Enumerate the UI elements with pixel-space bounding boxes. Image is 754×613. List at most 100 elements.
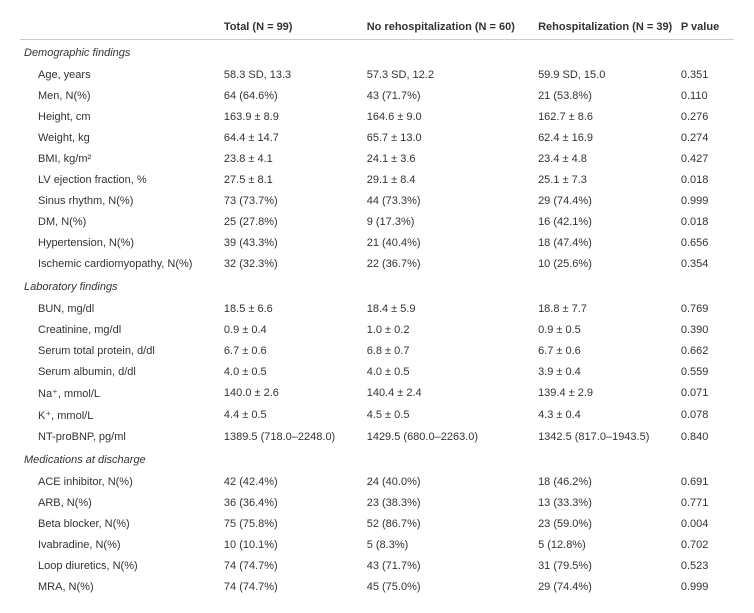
cell-norehosp: 4.0 ± 0.5: [363, 361, 534, 382]
cell-norehosp: 43 (71.7%): [363, 85, 534, 106]
row-label: Na⁺, mmol/L: [20, 382, 220, 404]
cell-pvalue: 0.999: [677, 190, 734, 211]
cell-norehosp: 24 (40.0%): [363, 471, 534, 492]
row-label: DM, N(%): [20, 211, 220, 232]
table-row: Height, cm163.9 ± 8.9164.6 ± 9.0162.7 ± …: [20, 106, 734, 127]
cell-total: 74 (74.7%): [220, 555, 363, 576]
cell-rehosp: 3.9 ± 0.4: [534, 361, 677, 382]
cell-norehosp: 23 (38.3%): [363, 492, 534, 513]
cell-pvalue: 0.691: [677, 471, 734, 492]
cell-pvalue: 0.769: [677, 298, 734, 319]
row-label: MRA, N(%): [20, 576, 220, 597]
cell-total: 18.5 ± 6.6: [220, 298, 363, 319]
row-label: NT-proBNP, pg/ml: [20, 426, 220, 447]
cell-rehosp: 4.3 ± 0.4: [534, 404, 677, 426]
cell-total: 73 (73.7%): [220, 190, 363, 211]
row-label: Hypertension, N(%): [20, 232, 220, 253]
cell-pvalue: 0.999: [677, 576, 734, 597]
cell-norehosp: 44 (73.3%): [363, 190, 534, 211]
table-row: MRA, N(%)74 (74.7%)45 (75.0%)29 (74.4%)0…: [20, 576, 734, 597]
cell-total: 140.0 ± 2.6: [220, 382, 363, 404]
cell-pvalue: 0.354: [677, 253, 734, 274]
cell-total: 23.8 ± 4.1: [220, 148, 363, 169]
table-row: Ischemic cardiomyopathy, N(%)32 (32.3%)2…: [20, 253, 734, 274]
cell-rehosp: 18 (47.4%): [534, 232, 677, 253]
table-row: Sinus rhythm, N(%)73 (73.7%)44 (73.3%)29…: [20, 190, 734, 211]
cell-rehosp: 13 (33.3%): [534, 492, 677, 513]
table-row: Age, years58.3 SD, 13.357.3 SD, 12.259.9…: [20, 64, 734, 85]
table-row: Serum albumin, d/dl4.0 ± 0.54.0 ± 0.53.9…: [20, 361, 734, 382]
table-row: LV ejection fraction, %27.5 ± 8.129.1 ± …: [20, 169, 734, 190]
cell-norehosp: 9 (17.3%): [363, 211, 534, 232]
row-label: Sinus rhythm, N(%): [20, 190, 220, 211]
cell-pvalue: 0.771: [677, 492, 734, 513]
cell-norehosp: 1.0 ± 0.2: [363, 319, 534, 340]
cell-total: 4.0 ± 0.5: [220, 361, 363, 382]
row-label: BMI, kg/m²: [20, 148, 220, 169]
cell-norehosp: 22 (36.7%): [363, 253, 534, 274]
cell-norehosp: 5 (8.3%): [363, 534, 534, 555]
cell-total: 64 (64.6%): [220, 85, 363, 106]
cell-total: 1389.5 (718.0–2248.0): [220, 426, 363, 447]
cell-rehosp: 62.4 ± 16.9: [534, 127, 677, 148]
cell-pvalue: 0.078: [677, 404, 734, 426]
cell-total: 36 (36.4%): [220, 492, 363, 513]
table-row: K⁺, mmol/L4.4 ± 0.54.5 ± 0.54.3 ± 0.40.0…: [20, 404, 734, 426]
row-label: Age, years: [20, 64, 220, 85]
row-label: ACE inhibitor, N(%): [20, 471, 220, 492]
cell-total: 6.7 ± 0.6: [220, 340, 363, 361]
header-pvalue: P value: [677, 16, 734, 40]
cell-pvalue: 0.523: [677, 555, 734, 576]
cell-pvalue: 0.662: [677, 340, 734, 361]
cell-total: 75 (75.8%): [220, 513, 363, 534]
cell-pvalue: 0.018: [677, 211, 734, 232]
cell-norehosp: 6.8 ± 0.7: [363, 340, 534, 361]
header-rehosp: Rehospitalization (N = 39): [534, 16, 677, 40]
row-label: Ivabradine, N(%): [20, 534, 220, 555]
cell-rehosp: 23 (59.0%): [534, 513, 677, 534]
cell-pvalue: 0.276: [677, 106, 734, 127]
cell-rehosp: 10 (25.6%): [534, 253, 677, 274]
row-label: Height, cm: [20, 106, 220, 127]
cell-rehosp: 0.9 ± 0.5: [534, 319, 677, 340]
cell-pvalue: 0.110: [677, 85, 734, 106]
header-no-rehosp: No rehospitalization (N = 60): [363, 16, 534, 40]
section-row: Demographic findings: [20, 40, 734, 65]
table-row: Ivabradine, N(%)10 (10.1%)5 (8.3%)5 (12.…: [20, 534, 734, 555]
cell-pvalue: 0.702: [677, 534, 734, 555]
table-row: Men, N(%)64 (64.6%)43 (71.7%)21 (53.8%)0…: [20, 85, 734, 106]
cell-pvalue: 0.274: [677, 127, 734, 148]
cell-rehosp: 31 (79.5%): [534, 555, 677, 576]
table-header-row: Total (N = 99) No rehospitalization (N =…: [20, 16, 734, 40]
cell-norehosp: 4.5 ± 0.5: [363, 404, 534, 426]
table-row: BUN, mg/dl18.5 ± 6.618.4 ± 5.918.8 ± 7.7…: [20, 298, 734, 319]
cell-total: 42 (42.4%): [220, 471, 363, 492]
table-row: Serum total protein, d/dl6.7 ± 0.66.8 ± …: [20, 340, 734, 361]
cell-total: 64.4 ± 14.7: [220, 127, 363, 148]
cell-pvalue: 0.656: [677, 232, 734, 253]
cell-rehosp: 18 (46.2%): [534, 471, 677, 492]
cell-pvalue: 0.559: [677, 361, 734, 382]
row-label: Serum total protein, d/dl: [20, 340, 220, 361]
cell-pvalue: 0.390: [677, 319, 734, 340]
cell-pvalue: 0.004: [677, 513, 734, 534]
cell-rehosp: 5 (12.8%): [534, 534, 677, 555]
cell-pvalue: 0.071: [677, 382, 734, 404]
header-label: [20, 16, 220, 40]
cell-rehosp: 16 (42.1%): [534, 211, 677, 232]
cell-norehosp: 164.6 ± 9.0: [363, 106, 534, 127]
cell-norehosp: 24.1 ± 3.6: [363, 148, 534, 169]
cell-norehosp: 65.7 ± 13.0: [363, 127, 534, 148]
cell-total: 163.9 ± 8.9: [220, 106, 363, 127]
table-row: ACE inhibitor, N(%)42 (42.4%)24 (40.0%)1…: [20, 471, 734, 492]
cell-total: 32 (32.3%): [220, 253, 363, 274]
cell-total: 58.3 SD, 13.3: [220, 64, 363, 85]
table-row: Loop diuretics, N(%)74 (74.7%)43 (71.7%)…: [20, 555, 734, 576]
row-label: K⁺, mmol/L: [20, 404, 220, 426]
cell-pvalue: 0.427: [677, 148, 734, 169]
cell-norehosp: 45 (75.0%): [363, 576, 534, 597]
cell-norehosp: 140.4 ± 2.4: [363, 382, 534, 404]
cell-pvalue: 0.840: [677, 426, 734, 447]
cell-total: 10 (10.1%): [220, 534, 363, 555]
table-row: ARB, N(%)36 (36.4%)23 (38.3%)13 (33.3%)0…: [20, 492, 734, 513]
